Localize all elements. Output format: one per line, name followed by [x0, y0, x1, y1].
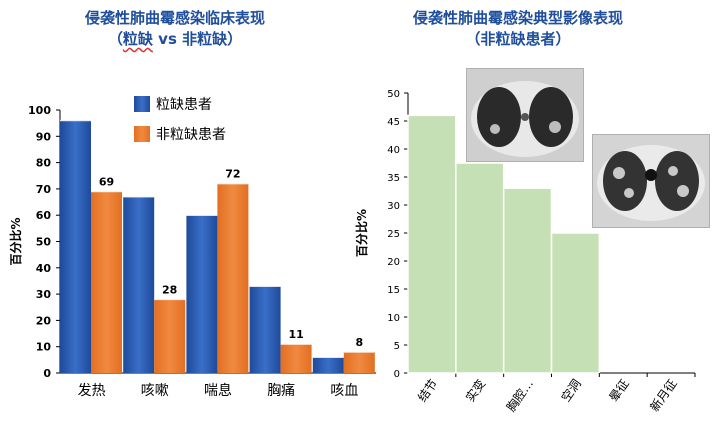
y-tick-label: 70 — [36, 183, 52, 196]
legend-swatch — [134, 96, 150, 112]
left-title-line2: （粒缺 vs 非粒缺） — [40, 29, 310, 50]
y-tick-label: 30 — [387, 201, 400, 212]
x-tick-label: 胸腔… — [503, 376, 536, 414]
bar — [312, 357, 344, 373]
x-tick-label: 晕征 — [606, 377, 631, 405]
y-tick-label: 20 — [387, 257, 400, 268]
right-chart-title: 侵袭性肺曲霉感染典型影像表现 （非粒缺患者） — [368, 8, 668, 50]
x-tick-label: 喘息 — [204, 382, 232, 399]
x-tick-label: 实变 — [462, 376, 488, 404]
data-label: 69 — [99, 176, 114, 189]
data-label: 72 — [225, 168, 240, 181]
bar — [502, 187, 553, 374]
right-title-line2: （非粒缺患者） — [465, 30, 571, 48]
clinical-bar-chart: 0 10 20 30 40 50 60 70 80 90 100 百分比% 69 发热 28 咳嗽 72 喘息 11… — [8, 96, 376, 399]
x-tick-label: 咳血 — [330, 383, 358, 399]
left-title-suffix: vs 非粒缺） — [152, 30, 243, 48]
y-tick-label: 45 — [387, 117, 400, 128]
y-tick-label: 90 — [36, 130, 52, 143]
data-label: 11 — [288, 328, 303, 341]
left-title-prefix: （ — [107, 30, 123, 48]
legend-label: 非粒缺患者 — [156, 127, 226, 143]
bar — [455, 162, 505, 374]
bar — [123, 196, 155, 373]
bar — [343, 351, 375, 373]
x-tick-label: 咳嗽 — [141, 383, 169, 399]
bar — [280, 344, 312, 373]
ct-scan-1-graphic — [467, 69, 583, 161]
ct-scan-2-graphic — [593, 135, 709, 227]
imaging-bar-chart: 0 5 10 15 20 25 30 35 40 45 50 百分比% 结节 实变 胸腔… 空洞 晕征 新月征 — [354, 89, 696, 414]
bar — [154, 299, 186, 373]
bar — [249, 286, 281, 373]
y-tick-label: 15 — [387, 285, 400, 296]
bar — [407, 114, 457, 374]
legend-label: 粒缺患者 — [156, 97, 212, 113]
y-tick-label: 50 — [387, 89, 400, 100]
bar — [217, 183, 249, 373]
y-tick-label: 60 — [36, 209, 52, 222]
bar — [186, 215, 218, 373]
right-title-line1: 侵袭性肺曲霉感染典型影像表现 — [412, 9, 623, 27]
y-tick-label: 10 — [387, 313, 400, 324]
y-tick-label: 35 — [387, 173, 400, 184]
left-chart-title: 侵袭性肺曲霉感染临床表现 （粒缺 vs 非粒缺） — [40, 8, 310, 50]
y-tick-label: 100 — [28, 104, 51, 117]
y-tick-label: 40 — [36, 262, 52, 275]
bar — [550, 232, 601, 374]
x-tick-label: 新月征 — [647, 376, 680, 414]
left-title-underlined: 粒缺 — [122, 30, 153, 48]
ct-scan-image-2 — [592, 134, 710, 228]
bar — [91, 191, 122, 373]
x-tick-label: 胸痛 — [267, 382, 295, 399]
y-tick-label: 20 — [36, 314, 52, 327]
y-tick-label: 40 — [387, 145, 400, 156]
bar — [60, 120, 91, 374]
y-tick-label: 80 — [36, 157, 52, 170]
ct-scan-image-1 — [466, 68, 584, 162]
left-title-line1: 侵袭性肺曲霉感染临床表现 — [84, 9, 265, 27]
y-tick-label: 10 — [36, 341, 52, 354]
y-axis-label: 百分比% — [354, 209, 369, 257]
data-label: 28 — [162, 283, 177, 296]
legend-swatch — [134, 126, 150, 142]
y-tick-label: 5 — [394, 341, 400, 352]
y-tick-label: 0 — [43, 367, 51, 380]
y-tick-label: 0 — [394, 369, 400, 380]
y-axis-label: 百分比% — [8, 217, 23, 265]
y-tick-label: 30 — [36, 288, 52, 301]
data-label: 8 — [355, 336, 363, 349]
x-tick-label: 结节 — [415, 377, 440, 405]
y-tick-label: 50 — [36, 236, 52, 249]
x-tick-label: 发热 — [78, 383, 106, 399]
y-tick-label: 25 — [387, 229, 400, 240]
x-tick-label: 空洞 — [559, 377, 584, 405]
